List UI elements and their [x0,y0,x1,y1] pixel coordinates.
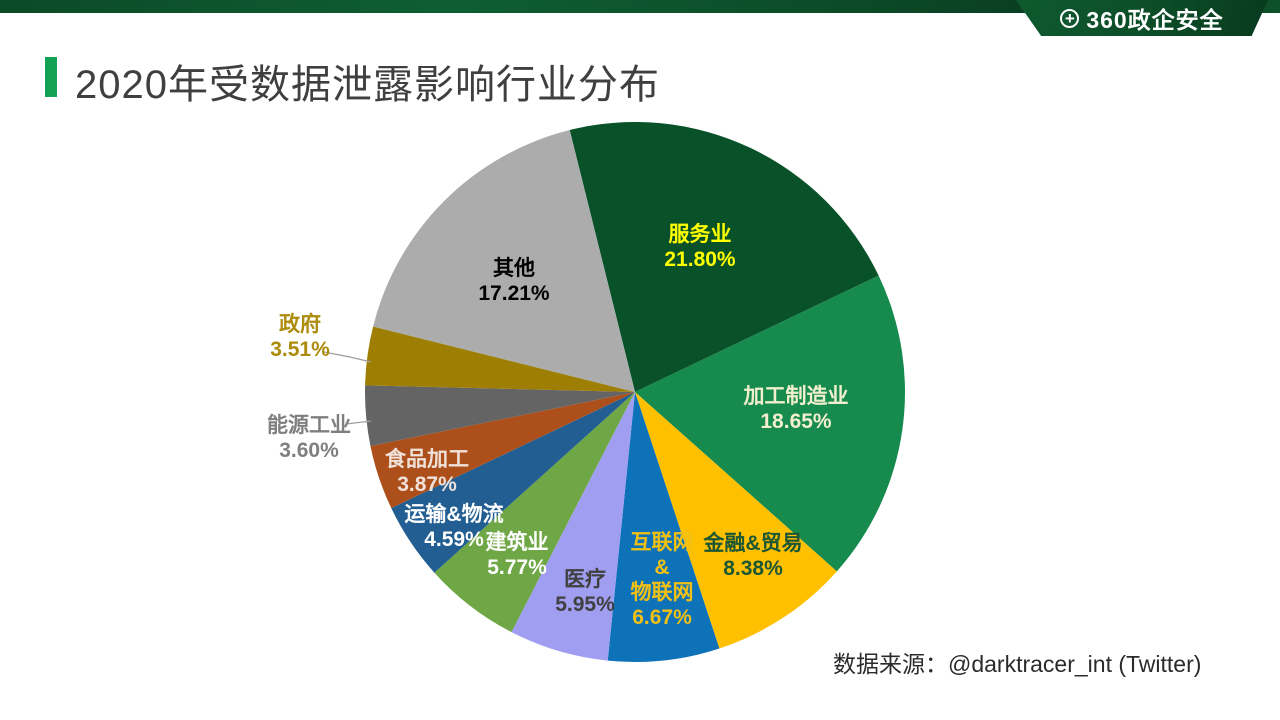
pie-slice-transport-logistics [391,392,635,573]
pie-slice-other [373,130,635,393]
pie-label-healthcare: 医疗 5.95% [555,568,615,616]
brand-logo: + 360政企安全 [1016,0,1268,36]
pie-label-government: 政府 3.51% [270,313,330,361]
top-banner [0,0,1280,13]
page-title: 2020年受数据泄露影响行业分布 [75,63,660,107]
pie-slice-healthcare [511,392,635,661]
pie-slice-internet-iot [607,392,720,662]
brand-logo-text: 360政企安全 [1086,7,1224,33]
title-accent-bar [45,57,57,97]
pie-label-construction: 建筑业 5.77% [485,531,549,579]
pie-label-internet-iot: 互联网 & 物联网 6.67% [630,531,694,629]
leader-line-government [323,351,372,363]
pie-slice-energy [365,385,635,447]
pie-label-other: 其他 17.21% [478,257,550,305]
pie-label-food-processing: 食品加工 3.87% [385,448,469,496]
pie-slice-finance-trade [635,392,837,649]
data-source-note: 数据来源：@darktracer_int (Twitter) [833,651,1202,677]
circle-plus-icon: + [1060,8,1080,28]
pie-slice-government [365,326,635,392]
pie-slice-construction [434,392,635,633]
pie-label-finance-trade: 金融&贸易 8.38% [703,532,803,580]
pie-slice-services [569,122,879,393]
pie-label-energy: 能源工业 3.60% [267,414,351,462]
leader-line-energy [345,420,372,425]
pie-label-transport-logistics: 运输&物流 4.59% [404,503,504,551]
pie-label-manufacturing: 加工制造业 18.65% [743,385,849,433]
pie-label-services: 服务业 21.80% [664,223,736,271]
pie-slice-food-processing [370,392,635,509]
pie-slice-manufacturing [635,275,905,572]
